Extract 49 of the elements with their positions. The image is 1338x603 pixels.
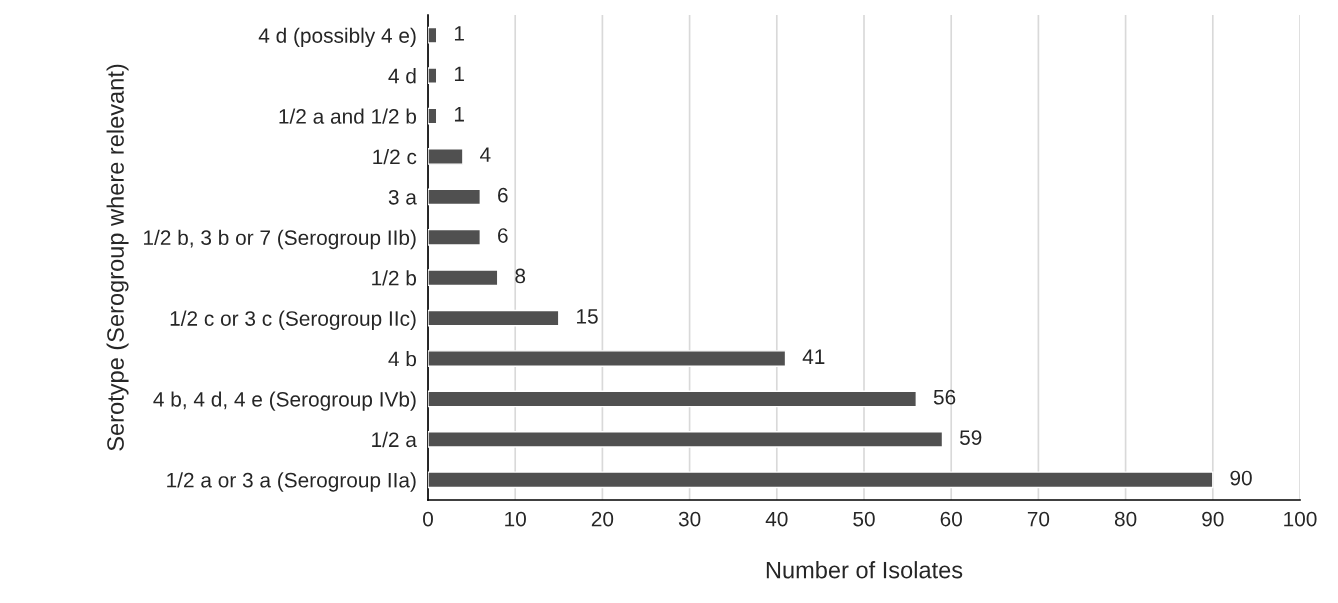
data-label: 8	[515, 268, 526, 284]
x-tick-label: 100	[1284, 511, 1317, 527]
y-tick-label: 1/2 a and 1/2 b	[279, 108, 417, 124]
x-axis-title: Number of Isolates	[766, 561, 963, 579]
bar	[428, 350, 787, 367]
x-tick-label: 50	[853, 511, 875, 527]
data-label: 4	[480, 147, 491, 162]
x-tick-label: 20	[591, 511, 614, 527]
data-label: 1	[454, 26, 464, 41]
bar	[428, 26, 438, 44]
y-tick-label: 4 b, 4 d, 4 e (Serogroup IVb)	[153, 391, 416, 411]
y-tick-label: 4 b	[388, 350, 417, 367]
x-tick-label: 10	[505, 511, 526, 527]
y-tick-label: 1/2 c or 3 c (Serogroup IIc)	[170, 310, 416, 330]
data-label: 59	[959, 430, 982, 445]
bar	[428, 269, 499, 287]
bar	[428, 188, 482, 206]
data-label: 41	[802, 349, 825, 364]
x-tick-label: 90	[1202, 511, 1224, 527]
bar	[428, 107, 438, 125]
bar	[428, 431, 944, 448]
data-label: 56	[933, 389, 956, 405]
data-label: 6	[498, 228, 508, 243]
data-label: 1	[454, 66, 464, 82]
data-label: 90	[1230, 470, 1252, 486]
bar	[428, 309, 560, 327]
y-tick-label: 1/2 a	[372, 431, 417, 448]
bar	[428, 390, 918, 408]
y-tick-label: 1/2 b, 3 b or 7 (Serogroup IIb)	[144, 229, 416, 250]
y-tick-label: 4 d (possibly 4 e)	[258, 27, 416, 48]
x-tick-label: 60	[940, 511, 962, 527]
x-tick-label: 0	[423, 511, 433, 527]
data-label: 1	[454, 107, 464, 122]
x-tick-label: 40	[765, 511, 788, 527]
bar	[428, 228, 482, 246]
x-tick-label: 80	[1114, 511, 1137, 527]
bar	[428, 148, 464, 165]
y-tick-label: 3 a	[388, 189, 417, 205]
bar	[428, 67, 438, 84]
y-tick-label: 1/2 a or 3 a (Serogroup IIa)	[167, 472, 416, 492]
x-tick-label: 30	[678, 511, 701, 527]
y-tick-label: 1/2 c	[373, 148, 417, 165]
y-axis-title: Serotype (Serogroup where relevant)	[106, 64, 129, 451]
data-label: 6	[498, 187, 508, 203]
bar	[428, 471, 1214, 489]
y-tick-label: 4 d	[388, 68, 416, 84]
x-tick-label: 70	[1027, 511, 1050, 527]
data-label: 15	[577, 309, 598, 324]
y-tick-label: 1/2 b	[372, 270, 417, 286]
